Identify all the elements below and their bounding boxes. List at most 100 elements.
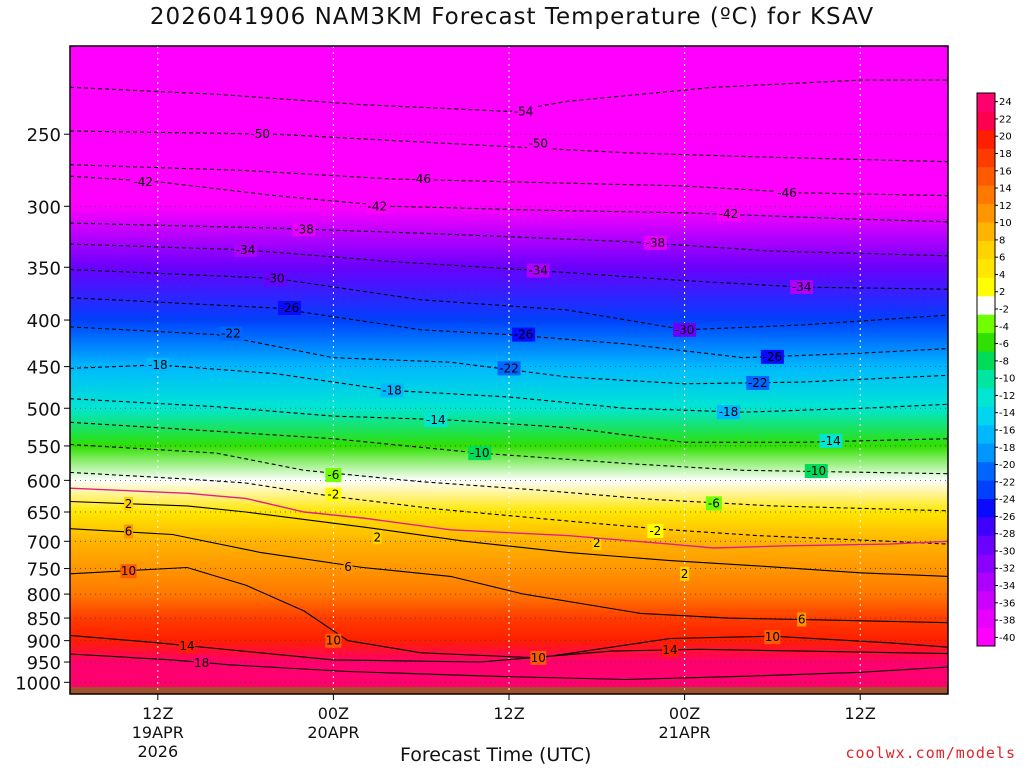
axes: 2503003504004505005506006507007508008509…	[15, 45, 949, 761]
contour-2: 2 2 2 2	[70, 497, 948, 581]
colorbar-frame	[976, 92, 996, 647]
ground-surface	[70, 687, 948, 694]
contour-label-bg	[120, 564, 137, 579]
x-tick-label: 12Z	[142, 704, 173, 723]
contour-label: -2	[649, 524, 661, 538]
colorbar-swatch	[977, 406, 995, 426]
contour-label-bg	[409, 172, 433, 187]
contour-label-bg	[512, 327, 536, 342]
contour-label: -18	[719, 405, 739, 419]
contour-label: -22	[748, 376, 768, 390]
colorbar-label: -6	[999, 339, 1009, 350]
contour--34: -34 -34 -34	[70, 242, 948, 295]
freezing-line	[70, 487, 948, 549]
contour-label: -26	[514, 328, 534, 342]
contour-label: -30	[265, 271, 285, 285]
y-tick-label: 850	[27, 609, 61, 630]
colorbar-label: 2	[999, 287, 1005, 298]
x-tick-label: 12Z	[845, 704, 876, 723]
contour-label: -26	[763, 350, 783, 364]
contour-label: 6	[798, 612, 806, 626]
contour-label-bg	[372, 530, 382, 545]
contour-label: -42	[133, 175, 153, 189]
contour-label: -34	[236, 243, 256, 257]
contour-label-bg	[468, 446, 492, 461]
colorbar-label: -20	[999, 460, 1015, 471]
y-tick-label: 1000	[15, 673, 61, 694]
contour-label-bg	[179, 638, 196, 653]
contour-line	[70, 471, 948, 545]
contour-label: -42	[719, 207, 739, 221]
contour-label-bg	[530, 650, 547, 665]
colorbar-label: -36	[999, 598, 1015, 609]
contour-label-bg	[124, 524, 134, 539]
contour-label-bg	[325, 633, 342, 648]
colorbar-swatch	[977, 185, 995, 205]
contour-label-bg	[219, 326, 243, 341]
colorbar-label: 8	[999, 235, 1005, 246]
contour-label-bg	[717, 207, 740, 222]
y-tick-label: 650	[27, 503, 61, 524]
contour-label-bg	[278, 301, 301, 316]
contour-line	[70, 398, 948, 443]
contour-label: 6	[125, 525, 133, 539]
colorbar-label: 24	[999, 97, 1012, 108]
contour-label: -14	[426, 413, 446, 427]
colorbar-swatch	[977, 240, 995, 260]
x-tick-label: 20APR	[307, 723, 359, 742]
colorbar-swatch	[977, 111, 995, 131]
contour-label-bg	[325, 487, 342, 502]
colorbar-swatch	[977, 203, 995, 223]
colorbar-label: 18	[999, 149, 1012, 160]
contour-6: 6 6 6	[70, 524, 948, 627]
contour-line	[70, 130, 948, 163]
colorbar-label: -4	[999, 322, 1009, 333]
colorbar-swatch	[977, 498, 995, 518]
contour-label: -6	[327, 468, 339, 482]
y-tick-label: 250	[27, 125, 61, 146]
contour--22: -22 -22 -22	[70, 326, 948, 390]
colorbar-label: -12	[999, 391, 1015, 402]
contour-label-bg	[775, 185, 799, 200]
contour-label-bg	[764, 630, 781, 645]
colorbar-label: -30	[999, 546, 1015, 557]
colorbar-swatch	[977, 351, 995, 370]
contour-label: -46	[411, 172, 431, 186]
contour-label-bg	[746, 375, 770, 390]
colorbar-swatch	[977, 387, 995, 407]
colorbar-swatch	[977, 480, 995, 500]
contour-label: -26	[280, 301, 300, 315]
contour-label: 2	[681, 567, 689, 581]
contour-label-bg	[343, 559, 353, 574]
contour-label-bg	[497, 361, 521, 376]
colorbar-label: -16	[999, 425, 1015, 436]
colorbar-swatch	[977, 553, 995, 573]
contour-label-bg	[661, 642, 678, 657]
contour-14: 14 14	[70, 634, 948, 663]
contour--38: -38 -38	[70, 222, 948, 257]
colorbar-swatch	[977, 424, 995, 444]
colorbar-swatch	[977, 129, 995, 149]
contour-label-bg	[592, 535, 602, 550]
contour--14: -14 -14	[70, 398, 948, 448]
contour-label: -18	[382, 383, 402, 397]
colorbar-label: -40	[999, 633, 1015, 644]
colorbar-label: -10	[999, 374, 1015, 385]
contour-label-bg	[643, 235, 667, 250]
contour-line	[70, 443, 948, 512]
contour-line	[70, 421, 948, 475]
contour-label: -22	[221, 327, 241, 341]
y-tick-label: 400	[27, 311, 61, 332]
site-credit[interactable]: coolwx.com/models	[845, 744, 1016, 762]
contour-label-bg	[526, 263, 550, 278]
contour-line	[70, 175, 948, 223]
contour-line	[70, 222, 948, 257]
contour-label-bg	[146, 357, 170, 372]
y-tick-label: 600	[27, 471, 61, 492]
contour-label-bg	[292, 222, 316, 237]
x-tick-label: 00Z	[669, 704, 700, 723]
contour-label-bg	[234, 242, 258, 257]
contour-label-bg	[526, 136, 550, 151]
contour--54: -54	[70, 79, 948, 119]
